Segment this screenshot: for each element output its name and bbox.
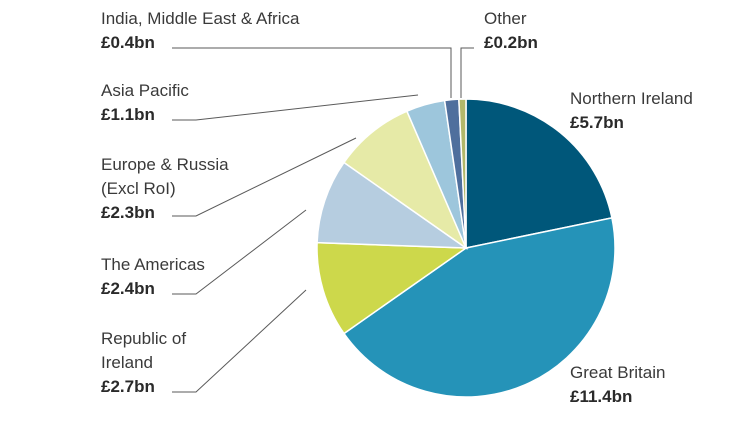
pie-slice-republic-of-ireland — [316, 241, 469, 335]
leader-lines — [172, 47, 474, 393]
slice-value-label: £0.2bn — [484, 33, 538, 52]
slice-name-label: India, Middle East & Africa — [101, 9, 300, 28]
pie-slice-northern-ireland — [465, 98, 613, 249]
leader-line-asia-pacific — [172, 94, 419, 121]
pie-slice-great-britain — [342, 216, 616, 398]
slice-name-label: Ireland — [101, 353, 153, 372]
slice-name-label: Asia Pacific — [101, 81, 189, 100]
slice-name-label: Republic of — [101, 329, 186, 348]
slice-value-label: £2.7bn — [101, 377, 155, 396]
slice-name-label: (Excl RoI) — [101, 179, 176, 198]
leader-line-europe-russia-excl-roi — [172, 137, 357, 217]
slice-name-label: Northern Ireland — [570, 89, 693, 108]
slice-name-label: Great Britain — [570, 363, 665, 382]
leader-line-the-americas — [172, 209, 307, 295]
slice-value-label: £2.3bn — [101, 203, 155, 222]
pie-slice-the-americas — [316, 161, 469, 249]
leader-line-republic-of-ireland — [172, 289, 307, 393]
slice-value-label: £1.1bn — [101, 105, 155, 124]
slice-value-label: £0.4bn — [101, 33, 155, 52]
leader-line-india-middle-east-africa — [172, 47, 452, 98]
slice-name-label: The Americas — [101, 255, 205, 274]
slice-value-label: £11.4bn — [570, 387, 632, 406]
slice-name-label: Europe & Russia — [101, 155, 229, 174]
pie-slice-europe-russia-excl-roi — [342, 110, 468, 251]
leader-line-other — [460, 47, 474, 98]
pie-slices — [316, 98, 616, 398]
pie-slice-other — [458, 98, 467, 249]
slice-value-label: £2.4bn — [101, 279, 155, 298]
slice-value-label: £5.7bn — [570, 113, 624, 132]
slice-name-label: Other — [484, 9, 527, 28]
slice-labels: Northern Ireland £5.7bn Great Britain £11.4… — [101, 9, 693, 406]
